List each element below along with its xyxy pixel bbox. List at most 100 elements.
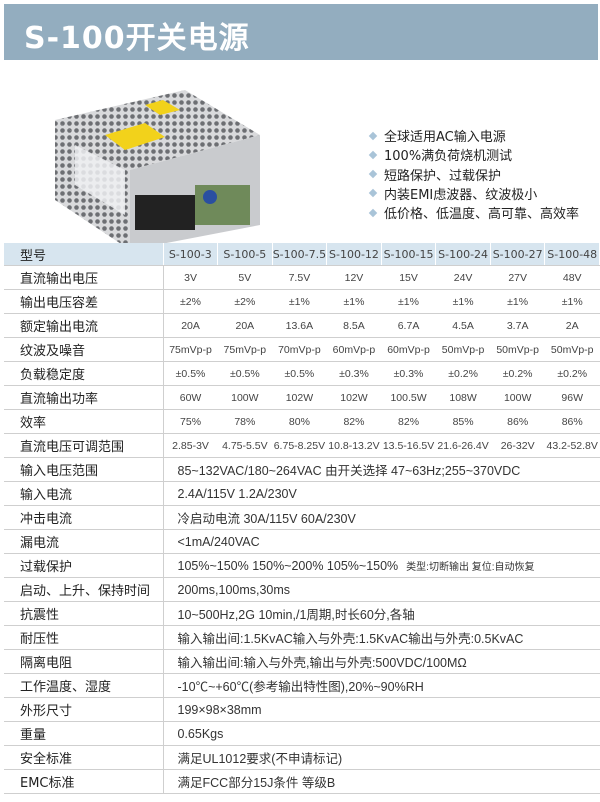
spec-label: EMC标准 — [4, 769, 164, 794]
spec-value: 10~500Hz,2G 10min,/1周期,时长60分,各轴 — [177, 608, 415, 622]
cell-value: 50mVp-p — [435, 337, 491, 362]
cell-value: 13.6A — [272, 313, 327, 338]
spec-row: 隔离电阻 输入输出间:输入与外壳,输出与外壳:500VDC/100MΩ — [4, 649, 600, 674]
spec-row: 输入电流 2.4A/115V 1.2A/230V — [4, 481, 600, 506]
cell-value: 102W — [326, 385, 382, 410]
spec-label: 过载保护 — [4, 553, 164, 578]
model-header: S-100-24 — [435, 243, 491, 266]
spec-label: 耐压性 — [4, 625, 164, 650]
cell-value: ±0.2% — [490, 361, 545, 386]
cell-value: ±2% — [163, 289, 218, 314]
cell-value: 4.75-5.5V — [217, 433, 273, 458]
cell-value: 5V — [217, 265, 273, 290]
cell-value: 2.85-3V — [163, 433, 218, 458]
spec-value-cell: 2.4A/115V 1.2A/230V — [163, 481, 600, 506]
spec-value: <1mA/240VAC — [177, 534, 260, 549]
cell-value: 50mVp-p — [544, 337, 600, 362]
cell-value: 85% — [435, 409, 491, 434]
cell-value: 15V — [381, 265, 436, 290]
cell-value: 75mVp-p — [163, 337, 218, 362]
feature-item: 短路保护、过载保护 — [368, 167, 579, 186]
spec-value: 满足FCC部分15J条件 等级B — [177, 776, 336, 790]
cell-value: 78% — [217, 409, 273, 434]
spec-label: 输入电压范围 — [4, 457, 164, 482]
spec-value-cell: 85~132VAC/180~264VAC 由开关选择 47~63Hz;255~3… — [163, 457, 600, 482]
feature-item: 低价格、低温度、高可靠、高效率 — [368, 205, 579, 224]
cell-value: 4.5A — [435, 313, 491, 338]
table-row: 额定输出电流 20A 20A 13.6A 8.5A 6.7A 4.5A 3.7A 2A — [4, 313, 600, 338]
diamond-bullet-icon — [368, 150, 378, 160]
spec-row: 工作温度、湿度 -10℃~+60℃(参考输出特性图),20%~90%RH — [4, 673, 600, 698]
spec-value-cell: 冷启动电流 30A/115V 60A/230V — [163, 505, 600, 530]
cell-value: 100W — [217, 385, 273, 410]
spec-row: 冲击电流 冷启动电流 30A/115V 60A/230V — [4, 505, 600, 530]
feature-text: 全球适用AC输入电源 — [384, 130, 506, 145]
spec-value-cell: 0.65Kgs — [163, 721, 600, 746]
table-row: 输出电压容差 ±2% ±2% ±1% ±1% ±1% ±1% ±1% ±1% — [4, 289, 600, 314]
cell-value: 6.7A — [381, 313, 436, 338]
spec-label: 输入电流 — [4, 481, 164, 506]
title-banner: S-100开关电源 — [4, 4, 598, 60]
cell-value: 60W — [163, 385, 218, 410]
row-label: 负载稳定度 — [4, 361, 164, 386]
cell-value: 75mVp-p — [217, 337, 273, 362]
spec-value-cell: 200ms,100ms,30ms — [163, 577, 600, 602]
cell-value: ±1% — [544, 289, 600, 314]
feature-item: 内装EMI虑波器、纹波极小 — [368, 186, 579, 205]
spec-value-cell: 10~500Hz,2G 10min,/1周期,时长60分,各轴 — [163, 601, 600, 626]
row-label: 输出电压容差 — [4, 289, 164, 314]
row-label: 直流输出电压 — [4, 265, 164, 290]
cell-value: 86% — [490, 409, 545, 434]
product-image — [55, 90, 260, 250]
cell-value: 20A — [163, 313, 218, 338]
model-header: S-100-5 — [217, 243, 273, 266]
diamond-bullet-icon — [368, 208, 378, 217]
spec-value: 105%~150% 150%~200% 105%~150% — [177, 559, 399, 573]
cell-value: 3V — [163, 265, 218, 290]
spec-value: 输入输出间:1.5KvAC输入与外壳:1.5KvAC输出与外壳:0.5KvAC — [177, 632, 524, 646]
spec-value: 200ms,100ms,30ms — [177, 582, 291, 597]
spec-row: 输入电压范围 85~132VAC/180~264VAC 由开关选择 47~63Hz… — [4, 457, 600, 482]
table-row: 纹波及噪音 75mVp-p 75mVp-p 70mVp-p 60mVp-p 60mVp-p… — [4, 337, 600, 362]
spec-note: 类型:切断输出 复位:自动恢复 — [406, 562, 535, 573]
cell-value: 100W — [490, 385, 545, 410]
cell-value: ±0.5% — [272, 361, 327, 386]
cell-value: ±0.5% — [217, 361, 273, 386]
spec-label: 冲击电流 — [4, 505, 164, 530]
spec-row: 抗震性 10~500Hz,2G 10min,/1周期,时长60分,各轴 — [4, 601, 600, 626]
cell-value: 60mVp-p — [381, 337, 436, 362]
cell-value: 60mVp-p — [326, 337, 382, 362]
cell-value: 8.5A — [326, 313, 382, 338]
spec-row: 耐压性 输入输出间:1.5KvAC输入与外壳:1.5KvAC输出与外壳:0.5Kv… — [4, 625, 600, 650]
spec-value: 冷启动电流 30A/115V 60A/230V — [177, 512, 356, 526]
cell-value: ±1% — [490, 289, 545, 314]
cell-value: 20A — [217, 313, 273, 338]
spec-value: 85~132VAC/180~264VAC 由开关选择 47~63Hz;255~3… — [177, 464, 521, 478]
model-header: S-100-12 — [326, 243, 382, 266]
spec-value-cell: 输入输出间:1.5KvAC输入与外壳:1.5KvAC输出与外壳:0.5KvAC — [163, 625, 600, 650]
feature-text: 100%满负荷烧机测试 — [384, 149, 513, 165]
row-label: 额定输出电流 — [4, 313, 164, 338]
header-label: 型号 — [4, 243, 164, 266]
cell-value: ±0.2% — [544, 361, 600, 386]
cell-value: 26-32V — [490, 433, 545, 458]
spec-label: 隔离电阻 — [4, 649, 164, 674]
model-header: S-100-3 — [163, 243, 219, 266]
cell-value: 75% — [163, 409, 218, 434]
spec-value-cell: 199×98×38mm — [163, 697, 600, 722]
spec-row: 安全标准 满足UL1012要求(不申请标记) — [4, 745, 600, 770]
cell-value: 6.75-8.25V — [272, 433, 327, 458]
cell-value: 82% — [381, 409, 436, 434]
row-label: 效率 — [4, 409, 164, 434]
cell-value: 24V — [435, 265, 491, 290]
spec-row: EMC标准 满足FCC部分15J条件 等级B — [4, 769, 600, 794]
cell-value: ±1% — [381, 289, 436, 314]
spec-value: 2.4A/115V 1.2A/230V — [177, 486, 297, 501]
cell-value: 102W — [272, 385, 327, 410]
page-title: S-100开关电源 — [24, 21, 250, 56]
cell-value: ±0.5% — [163, 361, 218, 386]
spec-row: 漏电流 <1mA/240VAC — [4, 529, 600, 554]
cell-value: ±1% — [326, 289, 382, 314]
model-header: S-100-48 — [544, 243, 600, 266]
cell-value: ±2% — [217, 289, 273, 314]
